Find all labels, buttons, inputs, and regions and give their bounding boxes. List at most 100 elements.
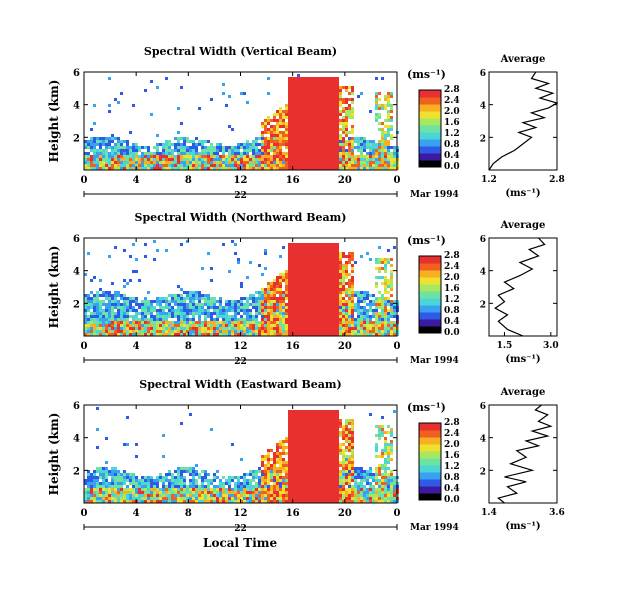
heatmap-cell: [210, 482, 213, 485]
heatmap-cell: [303, 149, 306, 152]
heatmap-cell: [336, 252, 339, 255]
heatmap-cell: [165, 306, 168, 309]
heatmap-cell: [345, 425, 348, 428]
heatmap-cell: [267, 449, 270, 452]
heatmap-cell: [201, 485, 204, 488]
heatmap-cell: [213, 476, 216, 479]
heatmap-cell: [357, 303, 360, 306]
heatmap-cell: [300, 434, 303, 437]
heatmap-cell: [180, 158, 183, 161]
heatmap-cell: [240, 309, 243, 312]
heatmap-cell: [153, 327, 156, 330]
heatmap-cell: [201, 297, 204, 300]
heatmap-cell: [306, 285, 309, 288]
heatmap-cell: [93, 485, 96, 488]
heatmap-cell: [327, 333, 330, 336]
heatmap-cell: [132, 315, 135, 318]
heatmap-cell: [387, 300, 390, 303]
heatmap-cell: [330, 261, 333, 264]
heatmap-cell: [369, 303, 372, 306]
heatmap-cell: [207, 252, 210, 255]
heatmap-cell: [267, 479, 270, 482]
heatmap-cell: [84, 315, 87, 318]
heatmap-cell: [252, 143, 255, 146]
heatmap-cell: [171, 488, 174, 491]
heatmap-cell: [306, 110, 309, 113]
heatmap-cell: [252, 300, 255, 303]
heatmap-cell: [249, 164, 252, 167]
heatmap-cell: [114, 300, 117, 303]
heatmap-cell: [135, 303, 138, 306]
heatmap-cell: [180, 330, 183, 333]
heatmap-cell: [351, 140, 354, 143]
heatmap-cell: [390, 285, 393, 288]
heatmap-cell: [297, 267, 300, 270]
heatmap-cell: [345, 455, 348, 458]
heatmap-cell: [297, 485, 300, 488]
heatmap-cell: [324, 446, 327, 449]
heatmap-cell: [300, 431, 303, 434]
heatmap-cell: [291, 125, 294, 128]
heatmap-cell: [252, 485, 255, 488]
heatmap-cell: [360, 318, 363, 321]
heatmap-cell: [141, 155, 144, 158]
heatmap-cell: [114, 98, 117, 101]
heatmap-cell: [297, 149, 300, 152]
heatmap-cell: [354, 158, 357, 161]
heatmap-cell: [309, 270, 312, 273]
heatmap-cell: [381, 158, 384, 161]
heatmap-cell: [210, 312, 213, 315]
heatmap-cell: [111, 303, 114, 306]
heatmap-cell: [309, 312, 312, 315]
heatmap-cell: [309, 458, 312, 461]
heatmap-cell: [216, 470, 219, 473]
heatmap-cell: [207, 333, 210, 336]
heatmap-cell: [321, 491, 324, 494]
heatmap-cell: [300, 422, 303, 425]
heatmap-cell: [180, 297, 183, 300]
heatmap-cell: [99, 318, 102, 321]
heatmap-cell: [264, 252, 267, 255]
heatmap-cell: [267, 467, 270, 470]
heatmap-cell: [162, 143, 165, 146]
heatmap-cell: [279, 279, 282, 282]
heatmap-cell: [132, 318, 135, 321]
heatmap-cell: [93, 473, 96, 476]
heatmap-cell: [336, 464, 339, 467]
heatmap-cell: [207, 294, 210, 297]
heatmap-cell: [291, 86, 294, 89]
heatmap-cell: [261, 306, 264, 309]
heatmap-cell: [300, 243, 303, 246]
heatmap-cell: [303, 488, 306, 491]
heatmap-cell: [105, 321, 108, 324]
heatmap-cell: [234, 321, 237, 324]
heatmap-cell: [267, 327, 270, 330]
heatmap-cell: [300, 161, 303, 164]
heatmap-cell: [99, 315, 102, 318]
heatmap-cell: [294, 258, 297, 261]
heatmap-cell: [90, 482, 93, 485]
heatmap-cell: [228, 155, 231, 158]
heatmap-cell: [99, 306, 102, 309]
heatmap-cell: [261, 134, 264, 137]
heatmap-cell: [174, 324, 177, 327]
heatmap-cell: [282, 485, 285, 488]
heatmap-cell: [282, 158, 285, 161]
heatmap-cell: [381, 107, 384, 110]
heatmap-cell: [324, 264, 327, 267]
heatmap-cell: [144, 333, 147, 336]
heatmap-cell: [222, 149, 225, 152]
heatmap-cell: [306, 149, 309, 152]
heatmap-cell: [336, 249, 339, 252]
heatmap-cell: [294, 252, 297, 255]
heatmap-cell: [201, 149, 204, 152]
heatmap-cell: [384, 119, 387, 122]
heatmap-cell: [87, 306, 90, 309]
heatmap-cell: [345, 431, 348, 434]
heatmap-cell: [360, 500, 363, 503]
heatmap-cell: [294, 282, 297, 285]
heatmap-cell: [288, 428, 291, 431]
heatmap-cell: [351, 446, 354, 449]
heatmap-cell: [249, 488, 252, 491]
heatmap-cell: [174, 161, 177, 164]
